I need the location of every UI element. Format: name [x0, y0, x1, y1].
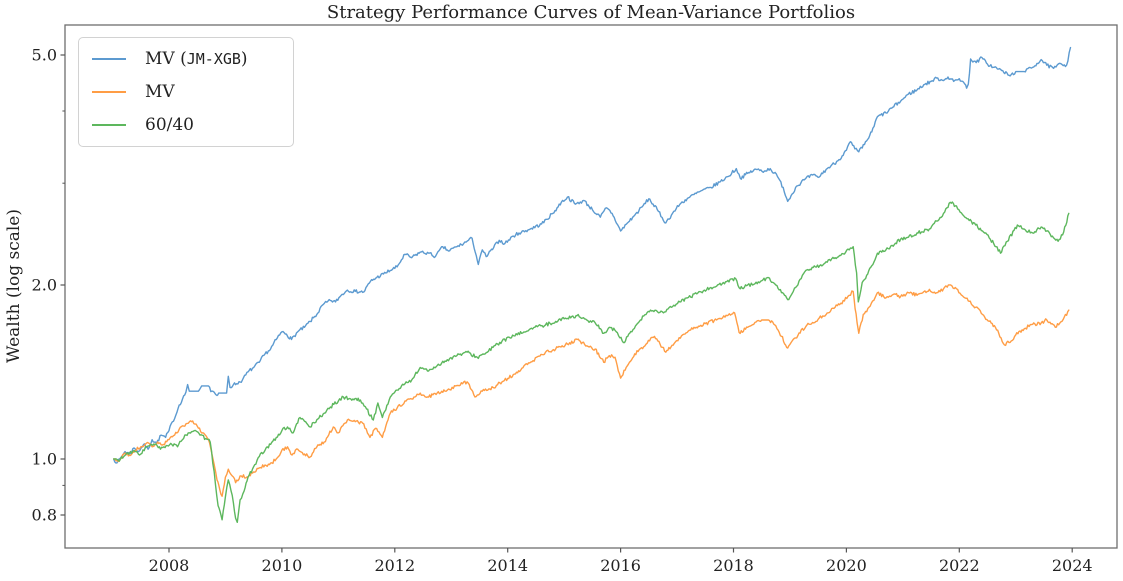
x-tick-label: 2014 [487, 556, 529, 575]
y-tick-label: 2.0 [31, 275, 57, 295]
chart-title: Strategy Performance Curves of Mean-Vari… [326, 2, 856, 23]
orange-line-swatch-icon [92, 90, 126, 93]
legend-item-mv: MV [79, 75, 293, 108]
x-tick-label: 2020 [826, 556, 867, 575]
series-line-mv-jmxgb [113, 46, 1072, 464]
legend-label: 60/40 [145, 115, 194, 136]
series-line-6040 [113, 201, 1070, 523]
legend-item-6040: 60/40 [79, 109, 293, 142]
x-tick-label: 2022 [938, 556, 980, 575]
plot-border [64, 24, 1118, 549]
legend-item-mv-jmxgb: MV (JM-XGB) [79, 42, 293, 75]
legend-label: MV [145, 81, 175, 102]
green-line-swatch-icon [92, 124, 126, 127]
series-line-mv [113, 284, 1070, 497]
y-tick-label: 0.8 [31, 505, 57, 525]
x-tick-label: 2016 [600, 556, 641, 575]
legend-label: MV (JM-XGB) [145, 48, 248, 69]
y-tick-label: 5.0 [31, 45, 57, 65]
x-tick-label: 2008 [148, 556, 190, 575]
legend: MV (JM-XGB) MV 60/40 [78, 37, 294, 147]
x-tick-label: 2024 [1051, 556, 1093, 575]
x-tick-label: 2018 [713, 556, 754, 575]
blue-line-swatch-icon [92, 57, 126, 60]
x-tick-label: 2012 [374, 556, 416, 575]
x-tick-label: 2010 [261, 556, 303, 575]
y-tick-label: 1.0 [31, 449, 57, 469]
